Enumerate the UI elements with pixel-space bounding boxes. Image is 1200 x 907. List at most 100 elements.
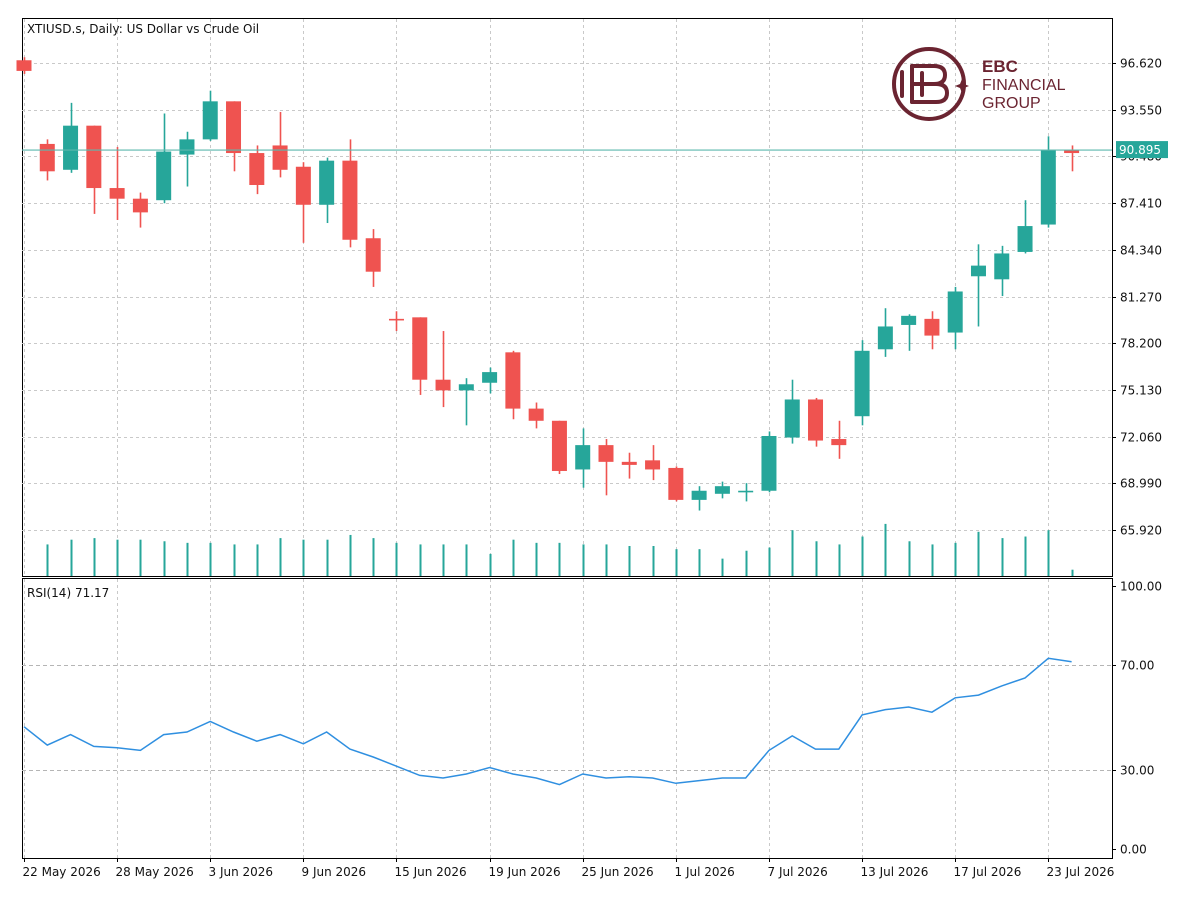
candle bbox=[598, 439, 614, 496]
candle-body bbox=[458, 384, 474, 391]
candle-body bbox=[202, 101, 218, 140]
candle-body bbox=[575, 445, 591, 470]
candle-body bbox=[1040, 150, 1056, 225]
candle-body bbox=[179, 139, 195, 155]
candles bbox=[16, 57, 1080, 511]
candle bbox=[901, 314, 917, 351]
x-tick-label: 15 Jun 2026 bbox=[395, 865, 467, 879]
candle bbox=[365, 229, 381, 287]
candle-body bbox=[924, 318, 940, 336]
candle bbox=[342, 139, 358, 248]
x-tick-label: 13 Jul 2026 bbox=[861, 865, 929, 879]
candle-body bbox=[901, 315, 917, 325]
y-tick-label: 81.270 bbox=[1120, 291, 1162, 305]
candle-body bbox=[970, 265, 986, 277]
rsi-tick-label: 100.00 bbox=[1120, 580, 1162, 594]
candle-body bbox=[365, 238, 381, 272]
candle-body bbox=[319, 160, 335, 205]
logo-line-3: GROUP bbox=[982, 95, 1041, 112]
candle bbox=[714, 481, 730, 499]
candle bbox=[994, 245, 1010, 297]
candle-body bbox=[877, 326, 893, 350]
rsi-axis[interactable]: 100.00 70.00 30.00 0.00 bbox=[1112, 580, 1162, 857]
candle-body bbox=[272, 145, 288, 170]
candle bbox=[132, 192, 148, 228]
rsi-tick-label: 0.00 bbox=[1120, 843, 1147, 857]
candle bbox=[877, 308, 893, 357]
x-tick-label: 1 Jul 2026 bbox=[675, 865, 735, 879]
candle-body bbox=[947, 291, 963, 333]
candle-body bbox=[388, 318, 404, 321]
y-tick-label: 78.200 bbox=[1120, 337, 1162, 351]
rsi-tick-label: 70.00 bbox=[1120, 659, 1154, 673]
candle-body bbox=[109, 188, 125, 199]
candle-body bbox=[86, 125, 102, 189]
candle-body bbox=[505, 352, 521, 409]
candle-body bbox=[621, 461, 637, 465]
x-tick-label: 17 Jul 2026 bbox=[954, 865, 1022, 879]
candle bbox=[691, 486, 707, 511]
x-tick-label: 3 Jun 2026 bbox=[209, 865, 274, 879]
volume-bars bbox=[46, 523, 1074, 576]
candle bbox=[970, 244, 986, 327]
candle bbox=[1064, 145, 1080, 172]
candle bbox=[16, 57, 32, 74]
candle-body bbox=[528, 408, 544, 421]
candle-body bbox=[16, 60, 32, 71]
candle bbox=[808, 397, 824, 447]
rsi-pane-frame bbox=[22, 578, 1113, 859]
ebc-monogram bbox=[900, 64, 949, 104]
candle-body bbox=[831, 439, 847, 446]
y-tick-label: 84.340 bbox=[1120, 244, 1162, 258]
y-tick-label: 65.920 bbox=[1120, 524, 1162, 538]
candle bbox=[388, 311, 404, 332]
candle bbox=[1017, 200, 1033, 254]
candle-body bbox=[598, 445, 614, 462]
rsi-line bbox=[23, 657, 1072, 786]
rsi-grid bbox=[22, 579, 1112, 858]
candle bbox=[156, 113, 172, 204]
y-tick-label: 96.620 bbox=[1120, 57, 1162, 71]
candle bbox=[528, 402, 544, 429]
candle bbox=[831, 420, 847, 459]
candle bbox=[645, 445, 661, 481]
candle-body bbox=[1017, 226, 1033, 252]
current-price-value: 90.895 bbox=[1119, 143, 1161, 157]
current-price-label: 90.895 bbox=[1116, 141, 1168, 159]
x-tick-label: 19 Jun 2026 bbox=[489, 865, 561, 879]
price-axis[interactable]: 96.62093.55090.48087.41084.34081.27078.2… bbox=[1112, 57, 1162, 538]
candle-body bbox=[645, 460, 661, 470]
candle bbox=[738, 483, 754, 502]
candle bbox=[63, 102, 79, 173]
x-tick-label: 25 Jun 2026 bbox=[582, 865, 654, 879]
rsi-series bbox=[23, 657, 1072, 786]
x-tick-label: 28 May 2026 bbox=[116, 865, 194, 879]
rsi-title: RSI(14) 71.17 bbox=[27, 586, 109, 600]
candle bbox=[249, 145, 265, 195]
candle-body bbox=[295, 166, 311, 205]
candle-body bbox=[714, 486, 730, 494]
sparkle-icon bbox=[955, 79, 969, 93]
x-tick-label: 22 May 2026 bbox=[23, 865, 101, 879]
y-tick-label: 93.550 bbox=[1120, 104, 1162, 118]
candle-body bbox=[668, 467, 684, 500]
candle bbox=[295, 162, 311, 243]
candle bbox=[86, 125, 102, 214]
logo-line-2: FINANCIAL bbox=[982, 77, 1066, 94]
candle bbox=[179, 131, 195, 187]
candle bbox=[947, 286, 963, 350]
candle-body bbox=[994, 253, 1010, 280]
candle-body bbox=[551, 420, 567, 471]
candle-body bbox=[63, 125, 79, 170]
candle bbox=[854, 340, 870, 426]
y-tick-label: 68.990 bbox=[1120, 477, 1162, 491]
candle-body bbox=[482, 372, 498, 383]
x-tick-label: 23 Jul 2026 bbox=[1047, 865, 1115, 879]
candle-body bbox=[784, 399, 800, 438]
candle-body bbox=[156, 151, 172, 201]
time-axis[interactable]: 22 May 2026 28 May 2026 3 Jun 2026 9 Jun 20… bbox=[23, 858, 1115, 879]
candle bbox=[458, 378, 474, 426]
candle-body bbox=[226, 101, 242, 154]
candle-body bbox=[1064, 150, 1080, 154]
candle bbox=[435, 331, 451, 408]
